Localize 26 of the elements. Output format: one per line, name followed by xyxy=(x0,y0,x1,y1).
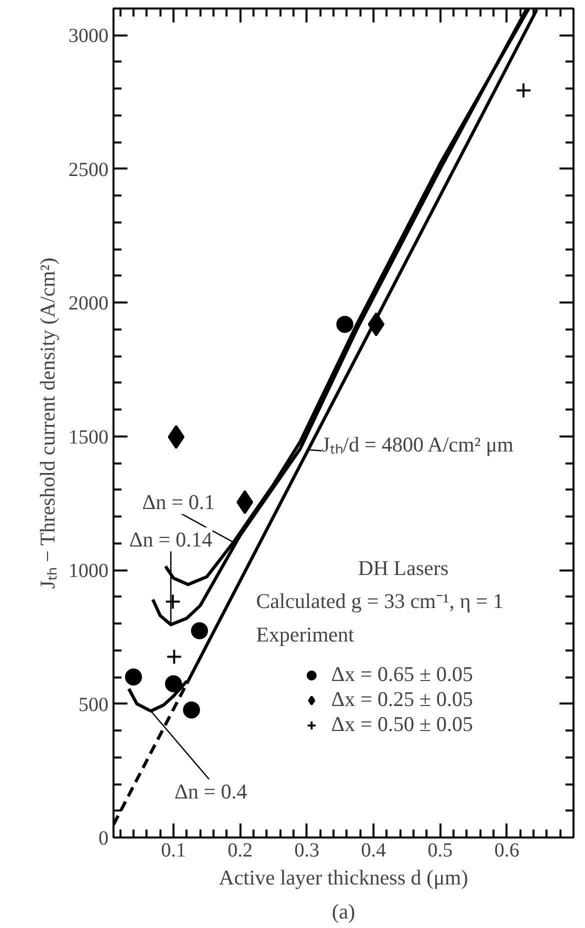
x-tick-label: 0.6 xyxy=(494,840,520,862)
x-axis-title: Active layer thickness d (μm) xyxy=(218,866,468,890)
annotation: Δn = 0.1 xyxy=(142,490,215,514)
y-tick-label: 500 xyxy=(78,694,108,716)
x-tick-label: 0.2 xyxy=(228,840,253,862)
annotation: Δn = 0.14 xyxy=(129,527,213,552)
x-tick-label: 0.4 xyxy=(361,840,386,862)
y-tick-label: 1000 xyxy=(68,560,108,582)
y-tick-label: 2500 xyxy=(68,158,108,181)
annotation: Δn = 0.4 xyxy=(174,779,248,804)
x-tick-label: 0.1 xyxy=(161,840,186,862)
y-tick-label: 0 xyxy=(98,828,108,850)
legend-label: Δx = 0.50 ± 0.05 xyxy=(331,712,473,737)
y-tick-label: 3000 xyxy=(68,25,108,48)
annotation: Jₜₕ/d = 4800 A/cm² μm xyxy=(322,432,514,457)
x-tick-label: 0.3 xyxy=(294,840,320,862)
y-tick-label: 1500 xyxy=(68,426,108,448)
text: (a) xyxy=(332,900,356,924)
annotation: DH Lasers xyxy=(358,556,448,580)
annotation: Calculated g = 33 cm⁻¹, η = 1 xyxy=(256,589,504,614)
y-axis-title: Jₜₕ − Threshold current density (A/cm²) xyxy=(36,258,60,589)
annotation: Experiment xyxy=(256,622,354,646)
x-tick-label: 0.5 xyxy=(428,840,453,862)
legend-label: Δx = 0.65 ± 0.05 xyxy=(331,662,473,687)
legend-label: Δx = 0.25 ± 0.05 xyxy=(331,687,473,712)
y-tick-label: 2000 xyxy=(68,292,108,315)
